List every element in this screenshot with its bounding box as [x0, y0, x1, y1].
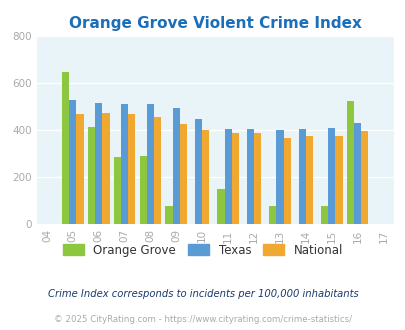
Bar: [224, 129, 231, 224]
Bar: [121, 105, 128, 224]
Bar: [76, 114, 83, 224]
Legend: Orange Grove, Texas, National: Orange Grove, Texas, National: [58, 239, 347, 261]
Bar: [335, 136, 342, 224]
Bar: [128, 115, 135, 224]
Bar: [353, 123, 360, 224]
Bar: [194, 118, 202, 224]
Bar: [172, 108, 179, 224]
Bar: [165, 206, 172, 224]
Bar: [327, 128, 335, 224]
Bar: [246, 129, 254, 224]
Bar: [113, 157, 121, 224]
Bar: [231, 133, 239, 224]
Bar: [147, 104, 154, 224]
Bar: [298, 129, 305, 224]
Text: © 2025 CityRating.com - https://www.cityrating.com/crime-statistics/: © 2025 CityRating.com - https://www.city…: [54, 315, 351, 324]
Bar: [305, 136, 312, 224]
Bar: [179, 124, 187, 224]
Bar: [283, 138, 290, 224]
Bar: [69, 100, 76, 224]
Bar: [254, 133, 261, 224]
Bar: [102, 113, 109, 224]
Bar: [269, 206, 275, 224]
Bar: [95, 103, 102, 224]
Bar: [346, 101, 353, 224]
Bar: [217, 189, 224, 224]
Bar: [154, 117, 161, 224]
Bar: [139, 156, 147, 224]
Bar: [275, 130, 283, 224]
Text: Crime Index corresponds to incidents per 100,000 inhabitants: Crime Index corresponds to incidents per…: [47, 289, 358, 299]
Bar: [202, 130, 209, 224]
Title: Orange Grove Violent Crime Index: Orange Grove Violent Crime Index: [68, 16, 361, 31]
Bar: [360, 131, 368, 224]
Bar: [320, 206, 327, 224]
Bar: [62, 72, 69, 224]
Bar: [87, 127, 95, 224]
